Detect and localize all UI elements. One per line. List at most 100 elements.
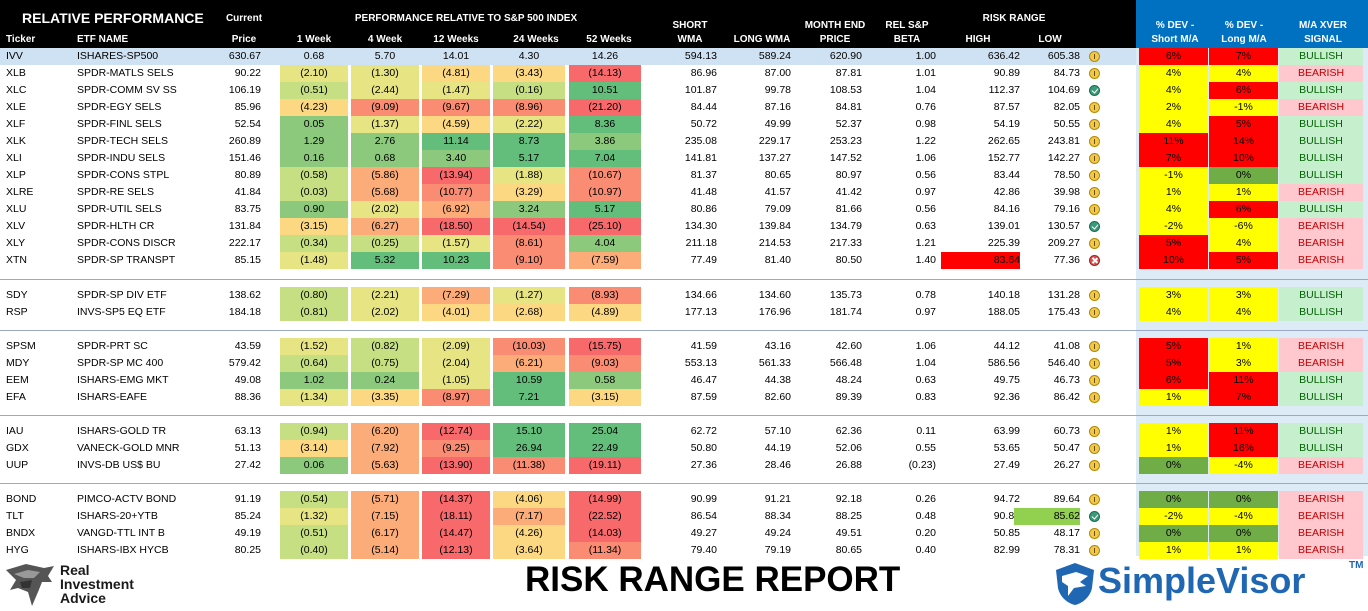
check-icon <box>1089 85 1100 96</box>
beta-cell: 0.40 <box>915 544 936 556</box>
etf-name-cell: ISHARS-20+YTB <box>77 510 158 522</box>
risk-high-cell: 188.05 <box>987 306 1020 318</box>
perf-cell-52w: (14.03) <box>569 525 641 542</box>
perf-cell-4w: (2.44) <box>351 82 419 99</box>
dev-long-cell: 10% <box>1209 150 1278 167</box>
dev-short-cell: 1% <box>1139 184 1208 201</box>
perf-cell-24w: (2.68) <box>493 304 565 321</box>
perf-cell-4w: (6.17) <box>351 525 419 542</box>
perf-cell-1w: (0.54) <box>280 491 348 508</box>
ria-line-2: Investment <box>60 576 134 592</box>
xver-signal-cell: BEARISH <box>1279 65 1363 82</box>
risk-low-cell: 89.64 <box>1053 493 1080 505</box>
risk-low-cell: 605.38 <box>1047 50 1080 62</box>
short-wma-cell: 235.08 <box>684 135 717 147</box>
hold-icon <box>1089 68 1100 79</box>
dev-long-cell: 5% <box>1209 116 1278 133</box>
table-row: XTN SPDR-SP TRANSPT 85.15 (1.48) 5.32 10.23 (9… <box>0 252 1368 269</box>
ticker-cell: GDX <box>6 442 29 454</box>
short-wma-cell: 81.37 <box>690 169 717 181</box>
group-separator <box>0 415 1368 416</box>
ivv-highlight <box>0 48 1136 65</box>
current-price-cell: 106.19 <box>228 84 261 96</box>
beta-cell: 1.06 <box>915 152 936 164</box>
short-wma-cell: 62.72 <box>690 425 717 437</box>
table-row: BNDX VANGD-TTL INT B 49.19 (0.51) (6.17) (14.… <box>0 525 1368 542</box>
etf-name-cell: ISHARS-EMG MKT <box>77 374 169 386</box>
etf-name-cell: SPDR-SP DIV ETF <box>77 289 167 301</box>
beta-cell: 0.78 <box>915 289 936 301</box>
perf-cell-1w: (0.51) <box>280 525 348 542</box>
risk-high-cell: 27.49 <box>993 459 1020 471</box>
long-wma-cell: 81.40 <box>764 254 791 266</box>
perf-cell-1w: (1.52) <box>280 338 348 355</box>
beta-cell: 0.63 <box>915 220 936 232</box>
risk-high-cell: 54.19 <box>993 118 1020 130</box>
perf-cell-24w: 8.73 <box>493 133 565 150</box>
xver-signal-cell: BEARISH <box>1279 338 1363 355</box>
short-wma-cell: 79.40 <box>690 544 717 556</box>
header-etf-name: ETF NAME <box>77 34 129 45</box>
perf-cell-24w: (3.43) <box>493 65 565 82</box>
perf-cell-52w: (10.67) <box>569 167 641 184</box>
month-end-price-cell: 147.52 <box>829 152 862 164</box>
table-row: HYG ISHARS-IBX HYCB 80.25 (0.40) (5.14) (12.1… <box>0 542 1368 559</box>
short-wma-cell: 90.99 <box>690 493 717 505</box>
ticker-cell: BOND <box>6 493 37 505</box>
hold-icon <box>1089 545 1100 556</box>
long-wma-cell: 214.53 <box>758 237 791 249</box>
xver-signal-cell: BEARISH <box>1279 184 1363 201</box>
dev-short-cell: 1% <box>1139 423 1208 440</box>
perf-cell-24w: (14.54) <box>493 218 565 235</box>
perf-cell-1w: (0.03) <box>280 184 348 201</box>
beta-cell: 1.22 <box>915 135 936 147</box>
perf-cell-1w: (1.34) <box>280 389 348 406</box>
month-end-price-cell: 49.51 <box>835 527 862 539</box>
hold-icon <box>1089 290 1100 301</box>
perf-cell-12w: (18.11) <box>422 508 490 525</box>
perf-cell-24w: 3.24 <box>493 201 565 218</box>
long-wma-cell: 57.10 <box>764 425 791 437</box>
dev-long-cell: 4% <box>1209 65 1278 82</box>
risk-low-cell: 130.57 <box>1047 220 1080 232</box>
risk-low-cell: 82.05 <box>1053 101 1080 113</box>
long-wma-cell: 49.24 <box>764 527 791 539</box>
perf-cell-24w: (4.06) <box>493 491 565 508</box>
long-wma-cell: 589.24 <box>758 50 791 62</box>
perf-cell-4w: (1.37) <box>351 116 419 133</box>
beta-cell: 0.26 <box>915 493 936 505</box>
perf-cell-12w: (8.97) <box>422 389 490 406</box>
x-icon <box>1089 255 1100 266</box>
etf-name-cell: ISHARS-IBX HYCB <box>77 544 169 556</box>
month-end-price-cell: 52.06 <box>835 442 862 454</box>
hold-icon <box>1089 375 1100 386</box>
ticker-cell: TLT <box>6 510 24 522</box>
hold-icon <box>1089 204 1100 215</box>
perf-cell-4w: (5.86) <box>351 167 419 184</box>
short-wma-cell: 594.13 <box>684 50 717 62</box>
perf-cell-1w: (0.81) <box>280 304 348 321</box>
perf-cell-52w: 22.49 <box>569 440 641 457</box>
etf-name-cell: VANGD-TTL INT B <box>77 527 165 539</box>
report-title: RISK RANGE REPORT <box>525 560 901 599</box>
risk-high-cell: 225.39 <box>987 237 1020 249</box>
perf-cell-52w: 8.36 <box>569 116 641 133</box>
beta-cell: 0.83 <box>915 391 936 403</box>
month-end-price-cell: 181.74 <box>829 306 862 318</box>
dev-long-cell: 6% <box>1209 82 1278 99</box>
dev-short-cell: 1% <box>1139 542 1208 559</box>
long-wma-cell: 176.96 <box>758 306 791 318</box>
risk-low-cell: 209.27 <box>1047 237 1080 249</box>
month-end-price-cell: 26.88 <box>835 459 862 471</box>
perf-cell-24w: 5.17 <box>493 150 565 167</box>
perf-cell-52w: 10.51 <box>569 82 641 99</box>
header-12-weeks: 12 Weeks <box>433 34 479 45</box>
perf-cell-52w: 7.04 <box>569 150 641 167</box>
dev-short-cell: 5% <box>1139 338 1208 355</box>
perf-cell-24w: (8.61) <box>493 235 565 252</box>
group-separator <box>0 279 1368 280</box>
xver-signal-cell: BULLISH <box>1279 133 1363 150</box>
perf-cell-12w: (9.25) <box>422 440 490 457</box>
perf-cell-52w: 5.17 <box>569 201 641 218</box>
month-end-price-cell: 217.33 <box>829 237 862 249</box>
